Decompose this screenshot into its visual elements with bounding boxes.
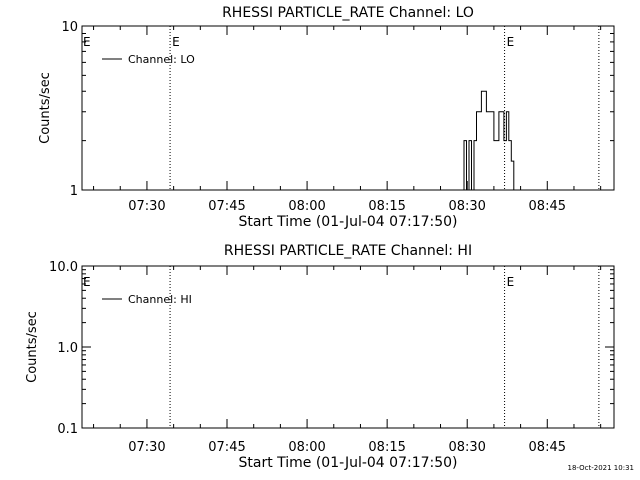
panel1-y-axis-label: Counts/sec: [38, 72, 53, 144]
panel2-x-tick-label: 08:45: [529, 440, 566, 455]
panel2-y-axis-label: Counts/sec: [25, 311, 40, 383]
panel1-plot-frame: [81, 25, 615, 191]
panel2-x-tick-label: 07:45: [208, 440, 245, 455]
panel1-series-line: [463, 90, 515, 191]
panel1-event-marker-label: E: [507, 35, 515, 49]
panel1-left-edge-label: E: [83, 35, 91, 49]
panel1-x-axis-label: Start Time (01-Jul-04 07:17:50): [238, 214, 457, 230]
panel1-x-tick-label: 07:30: [128, 199, 165, 214]
panel2-left-edge-label: E: [83, 275, 91, 289]
panel2-y-tick-label: 0.1: [57, 422, 78, 437]
panel2-x-tick-label: 07:30: [128, 440, 165, 455]
panel1-x-tick-label: 08:45: [529, 199, 566, 214]
panel1-event-marker-label: E: [172, 35, 180, 49]
panel1-y-tick-label: 10: [61, 20, 78, 35]
panel2-event-marker-label: E: [507, 275, 515, 289]
panel1-x-tick-label: 08:00: [288, 199, 325, 214]
panel1-x-tick-label: 08:15: [368, 199, 405, 214]
panel1-y-tick-label: 1: [70, 184, 78, 199]
panel2-y-tick-label: 1.0: [57, 341, 78, 356]
panel2-chart-title: RHESSI PARTICLE_RATE Channel: HI: [224, 243, 472, 259]
panel1-x-tick-label: 08:30: [448, 199, 485, 214]
panel2-legend-label: Channel: HI: [128, 293, 192, 306]
panel2-x-axis-label: Start Time (01-Jul-04 07:17:50): [238, 455, 457, 471]
panel2-x-tick-label: 08:15: [368, 440, 405, 455]
footer-timestamp: 18-Oct-2021 10:31: [567, 464, 634, 472]
panel2-x-tick-label: 08:30: [448, 440, 485, 455]
panel2-y-tick-label: 10.0: [49, 260, 78, 275]
panel1-legend-label: Channel: LO: [128, 53, 195, 66]
panel2-plot-frame: [81, 265, 615, 429]
panel2-x-tick-label: 08:00: [288, 440, 325, 455]
panel1-x-tick-label: 07:45: [208, 199, 245, 214]
panel1-chart-title: RHESSI PARTICLE_RATE Channel: LO: [222, 5, 474, 21]
